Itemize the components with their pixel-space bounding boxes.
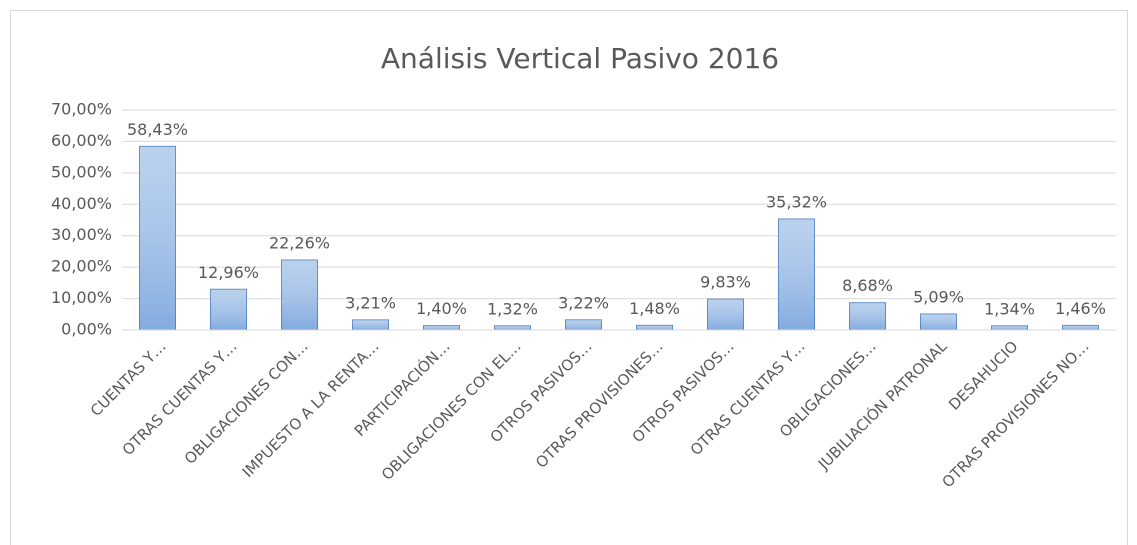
bar-shade <box>636 325 673 330</box>
value-label: 1,46% <box>1055 299 1106 318</box>
value-label: 35,32% <box>766 192 827 211</box>
y-tick-label: 60,00% <box>51 131 112 150</box>
y-tick-label: 70,00% <box>51 100 112 119</box>
chart-title: Análisis Vertical Pasivo 2016 <box>381 42 779 75</box>
y-tick-label: 0,00% <box>61 320 112 339</box>
value-label: 1,48% <box>629 299 680 318</box>
value-label: 22,26% <box>269 234 330 253</box>
value-label: 1,32% <box>487 299 538 318</box>
bar-shade <box>707 299 744 330</box>
bar-shade <box>778 218 815 330</box>
bar-shade <box>920 314 957 330</box>
chart-frame <box>10 10 1128 545</box>
y-tick-label: 50,00% <box>51 162 112 181</box>
bar-shade <box>423 325 460 330</box>
y-tick-label: 40,00% <box>51 194 112 213</box>
value-label: 1,34% <box>984 299 1035 318</box>
y-tick-label: 20,00% <box>51 257 112 276</box>
bar-shade <box>139 146 176 330</box>
bar-shade <box>494 325 531 330</box>
bar-shade <box>1062 325 1099 330</box>
bar-shade <box>281 260 318 330</box>
value-label: 3,22% <box>558 293 609 312</box>
value-label: 12,96% <box>198 263 259 282</box>
bar-shade <box>210 289 247 330</box>
bar-shade <box>565 319 602 330</box>
bar-shade <box>352 319 389 330</box>
y-tick-label: 10,00% <box>51 288 112 307</box>
bar-shade <box>991 325 1028 330</box>
value-label: 1,40% <box>416 299 467 318</box>
value-label: 9,83% <box>700 273 751 292</box>
y-tick-label: 30,00% <box>51 225 112 244</box>
bar-shade <box>849 302 886 330</box>
value-label: 8,68% <box>842 276 893 295</box>
value-label: 58,43% <box>127 120 188 139</box>
value-label: 3,21% <box>345 293 396 312</box>
value-label: 5,09% <box>913 288 964 307</box>
